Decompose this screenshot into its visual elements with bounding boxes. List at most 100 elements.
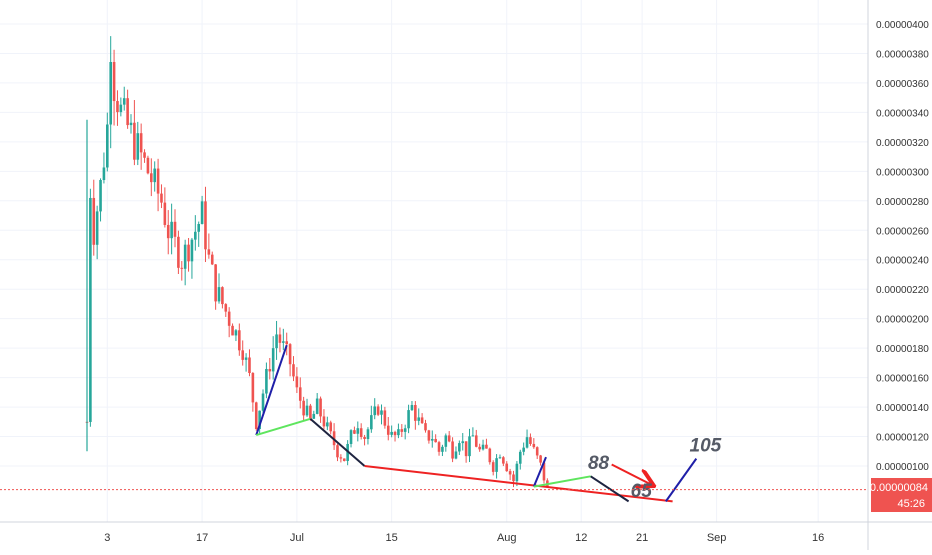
candle-body — [512, 474, 515, 482]
candle-body — [116, 101, 119, 113]
price-tick-label: 0.00000380 — [876, 49, 929, 60]
candle-body — [441, 446, 444, 452]
candle-body — [363, 436, 366, 439]
candle-body — [95, 211, 99, 245]
candle-body — [150, 173, 153, 183]
candle-body — [92, 197, 96, 245]
candle-body — [221, 287, 224, 305]
candle-body — [420, 417, 424, 424]
candle-body — [183, 244, 187, 269]
candle-body — [244, 357, 248, 360]
candle-body — [400, 429, 404, 432]
candle-body — [153, 168, 156, 183]
candle-body — [359, 428, 363, 437]
trend-drawings[interactable] — [255, 344, 698, 503]
candle-body — [102, 167, 106, 181]
candle-body — [275, 334, 278, 349]
candle-body — [495, 458, 498, 472]
drawing-blue-leg-3[interactable] — [665, 458, 698, 502]
candle-body — [525, 437, 529, 448]
annotation-label: 88 — [588, 453, 610, 474]
candle-body — [474, 435, 478, 447]
price-badge-countdown: 45:26 — [897, 498, 925, 510]
candle-body — [468, 436, 471, 457]
candle-body — [319, 398, 322, 417]
candle-body — [298, 387, 302, 401]
candle-body — [288, 344, 292, 365]
candle-body — [278, 334, 282, 343]
price-badge: 0.00000084 45:26 — [870, 478, 932, 512]
candle-body — [542, 462, 546, 481]
candle-body — [217, 287, 221, 302]
candle-body — [122, 98, 126, 105]
candle-body — [166, 224, 170, 239]
candle-body — [227, 311, 231, 326]
candle-body — [380, 410, 383, 415]
candle-body — [282, 341, 285, 343]
candle-body — [254, 402, 258, 429]
candle-body — [241, 350, 245, 360]
candle-body — [106, 124, 109, 168]
price-tick-label: 0.00000140 — [876, 403, 929, 414]
candle-body — [89, 197, 92, 422]
candle-body — [315, 398, 319, 414]
candle-body — [458, 443, 461, 452]
drawing-blue-leg-1[interactable] — [255, 344, 288, 436]
drawing-navy-leg-2[interactable] — [590, 475, 630, 503]
candle-body — [146, 157, 150, 174]
candle-body — [248, 357, 251, 373]
drawing-blue-leg-2[interactable] — [532, 456, 547, 488]
drawing-red-arrow[interactable] — [611, 463, 653, 486]
candle-body — [224, 304, 228, 312]
candle-body — [529, 437, 532, 444]
candle-body — [451, 441, 454, 459]
drawing-green-leg-2[interactable] — [533, 475, 591, 488]
candle-body — [508, 471, 512, 475]
candle-body — [464, 441, 468, 457]
candle-body — [305, 405, 309, 416]
candle-body — [386, 425, 390, 435]
candle-body — [414, 405, 417, 421]
time-tick-label: 15 — [386, 532, 398, 544]
candle-body — [397, 429, 400, 436]
candles — [85, 36, 549, 488]
candle-body — [231, 325, 234, 336]
candle-body — [518, 451, 522, 464]
candle-body — [535, 447, 539, 456]
candle-body — [393, 431, 397, 436]
candle-body — [312, 413, 316, 419]
candle-body — [187, 244, 190, 262]
candle-body — [539, 455, 542, 463]
time-axis[interactable]: 3 17 Jul 15 Aug 12 21 Sep 16 — [0, 521, 932, 544]
candle-body — [119, 104, 123, 113]
annotations: 88 65 105 — [588, 435, 722, 502]
candle-body — [461, 441, 465, 444]
candle-body — [156, 168, 160, 194]
candle-body — [353, 430, 356, 434]
candle-body — [522, 447, 525, 452]
candle-body — [356, 428, 360, 434]
time-tick-label: 12 — [575, 532, 587, 544]
candle-body — [424, 423, 427, 431]
candle-body — [383, 410, 387, 426]
drawing-navy-leg-1[interactable] — [309, 418, 366, 467]
candle-body — [136, 133, 140, 160]
time-tick-label: 21 — [636, 532, 648, 544]
candle-body — [207, 249, 211, 255]
price-tick-label: 0.00000300 — [876, 167, 929, 178]
drawing-green-leg-1[interactable] — [255, 417, 311, 437]
candle-body — [214, 264, 217, 302]
candle-body — [322, 416, 326, 427]
candle-body — [258, 410, 261, 429]
annotation-label: 105 — [690, 435, 722, 456]
price-axis[interactable]: 0.00000400 0.00000380 0.00000360 0.00000340… — [867, 0, 929, 550]
candle-body — [427, 430, 431, 441]
candle-body — [376, 406, 380, 415]
candle-body — [210, 254, 214, 265]
candle-body — [532, 443, 536, 448]
candle-body — [498, 457, 502, 459]
candle-body — [302, 400, 305, 416]
candle-body — [329, 422, 333, 432]
